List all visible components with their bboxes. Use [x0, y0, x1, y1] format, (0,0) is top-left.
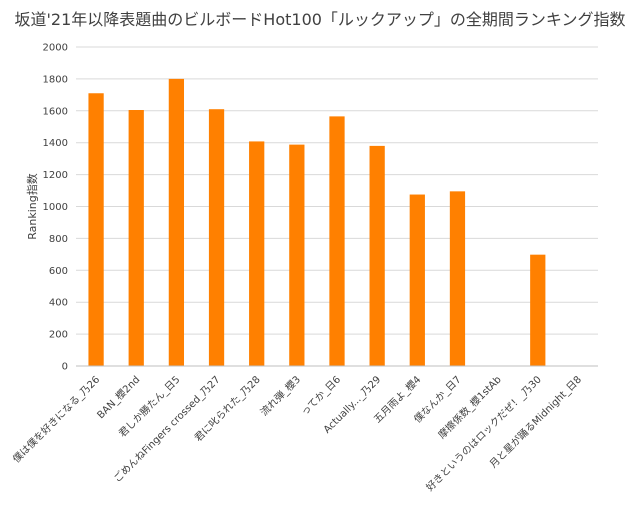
y-axis-ticks: 0 200 400 600 800 1000 1200 1400 1600 1800 2000 — [43, 43, 68, 373]
x-tick-label: ってか_日6 — [299, 374, 343, 418]
y-tick-label: 1600 — [43, 106, 68, 117]
bar — [449, 191, 466, 366]
bar — [249, 141, 265, 366]
bar — [329, 116, 345, 366]
bar — [289, 144, 305, 366]
y-axis-label: Ranking指数 — [25, 173, 39, 240]
bars — [88, 78, 546, 367]
bar — [409, 194, 425, 366]
x-tick-label: 流れ弾_櫻3 — [257, 373, 303, 419]
y-tick-label: 800 — [49, 234, 68, 245]
y-tick-label: 1400 — [43, 138, 68, 149]
bar — [128, 110, 144, 366]
y-tick-label: 600 — [49, 266, 68, 277]
y-tick-label: 1000 — [43, 202, 68, 213]
y-tick-label: 400 — [49, 298, 68, 309]
y-tick-label: 200 — [49, 330, 68, 341]
y-tick-label: 2000 — [43, 43, 68, 54]
chart-title: 坂道'21年以降表題曲のビルボードHot100「ルックアップ」の全期間ランキング… — [14, 10, 626, 29]
bar — [208, 109, 225, 366]
bar — [369, 145, 385, 366]
x-tick-label: 僕は僕を好きになる_乃26 — [10, 373, 102, 465]
bar — [88, 93, 104, 366]
x-axis-labels: 僕は僕を好きになる_乃26BAN_櫻2nd君しか勝たん_日5ごめんねFinger… — [10, 373, 584, 494]
bar — [530, 254, 546, 366]
y-tick-label: 1800 — [43, 74, 68, 85]
y-tick-label: 1200 — [43, 170, 68, 181]
x-tick-label: 君に叱られた_乃28 — [192, 374, 263, 445]
y-tick-label: 0 — [62, 362, 68, 373]
bar — [168, 78, 185, 367]
